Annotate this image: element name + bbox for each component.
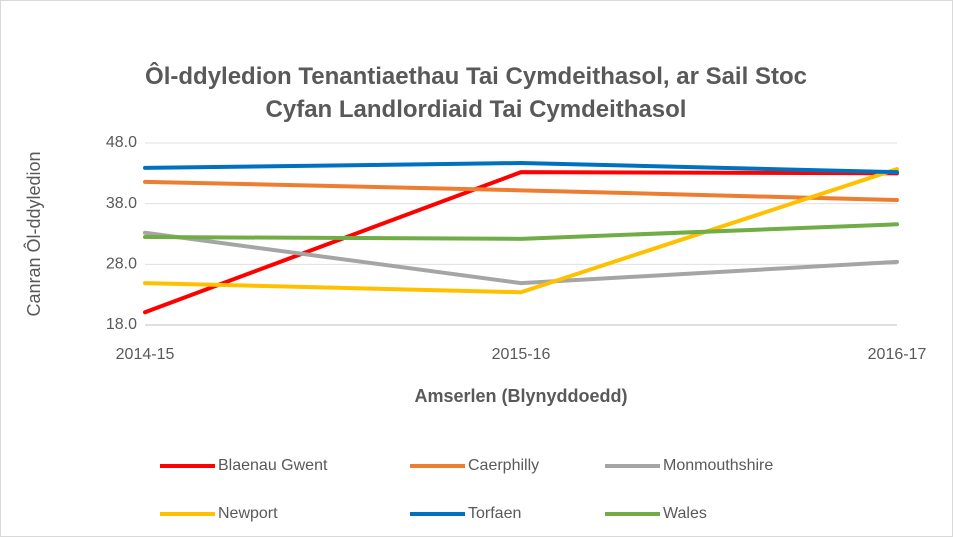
x-tick-label: 2016-17 <box>868 346 927 363</box>
series-line <box>143 167 899 295</box>
y-axis-title: Canran Ôl-ddyledion <box>23 151 44 316</box>
y-tick-label: 38.0 <box>106 195 137 212</box>
legend-label: Torfaen <box>468 505 521 522</box>
chart-title: Ôl-ddyledion Tenantiaethau Tai Cymdeitha… <box>145 62 807 123</box>
x-tick-label: 2014-15 <box>116 346 175 363</box>
series-line <box>143 161 899 175</box>
legend-label: Monmouthshire <box>663 457 773 474</box>
series-line <box>143 179 899 203</box>
legend-label: Wales <box>663 505 707 522</box>
y-tick-label: 48.0 <box>106 134 137 151</box>
series-line <box>143 230 899 286</box>
x-tick-label: 2015-16 <box>492 346 551 363</box>
y-tick-label: 28.0 <box>106 256 137 273</box>
x-axis-title: Amserlen (Blynyddoedd) <box>414 386 627 406</box>
y-tick-label: 18.0 <box>106 316 137 333</box>
series-line <box>143 170 899 315</box>
legend-label: Blaenau Gwent <box>218 457 328 474</box>
series-line <box>143 222 899 241</box>
legend-label: Caerphilly <box>468 457 539 474</box>
legend-label: Newport <box>218 505 278 522</box>
